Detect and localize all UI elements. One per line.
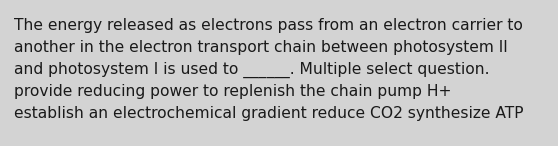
Text: provide reducing power to replenish the chain pump H+: provide reducing power to replenish the … — [14, 84, 451, 99]
Text: and photosystem I is used to ______. Multiple select question.: and photosystem I is used to ______. Mul… — [14, 62, 489, 78]
Text: The energy released as electrons pass from an electron carrier to: The energy released as electrons pass fr… — [14, 18, 523, 33]
Text: establish an electrochemical gradient reduce CO2 synthesize ATP: establish an electrochemical gradient re… — [14, 106, 523, 121]
Text: another in the electron transport chain between photosystem II: another in the electron transport chain … — [14, 40, 508, 55]
